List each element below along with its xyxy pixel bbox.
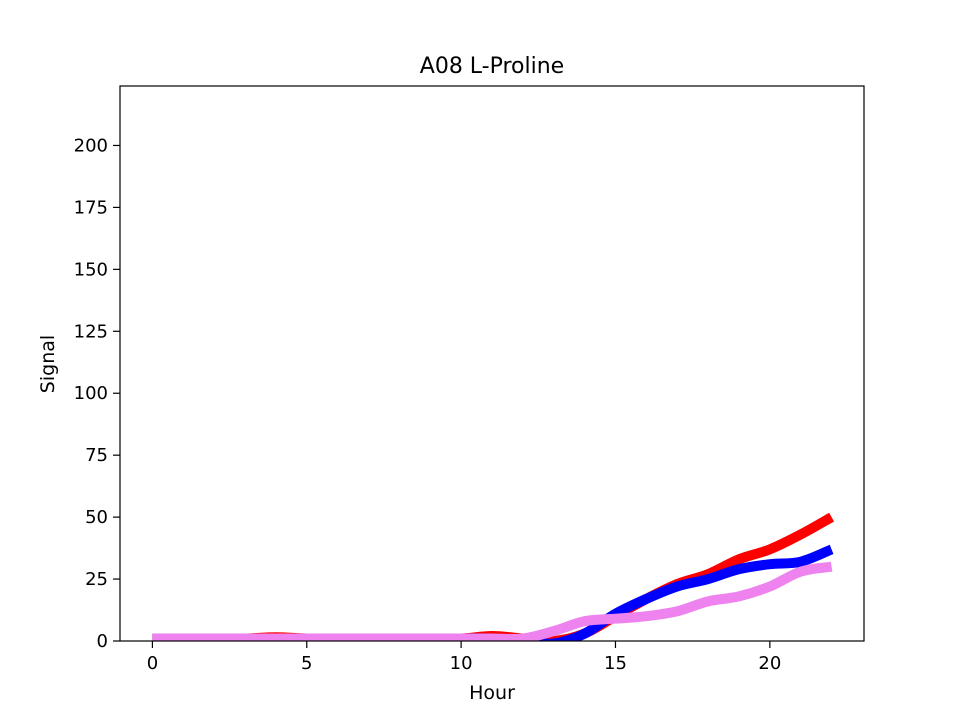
y-tick-label: 0 [97,631,108,652]
x-axis-label: Hour [469,682,515,704]
y-tick-label: 25 [85,569,108,590]
x-axis: 0 5 10 15 20 [147,641,781,674]
y-tick-label: 50 [85,507,108,528]
x-tick-label: 5 [301,653,312,674]
series-layer [152,512,835,641]
y-tick-label: 175 [74,197,108,218]
y-tick-label: 200 [74,135,108,156]
y-axis: 0 25 50 75 100 125 150 175 200 [74,135,120,652]
x-tick-label: 15 [604,653,627,674]
y-tick-label: 75 [85,445,108,466]
series-line-1 [152,512,835,641]
y-tick-label: 150 [74,259,108,280]
chart-title: A08 L-Proline [420,54,564,79]
y-tick-label: 125 [74,321,108,342]
y-axis-label: Signal [37,335,59,393]
series-line-3 [152,561,833,641]
x-tick-label: 20 [758,653,781,674]
y-tick-label: 100 [74,383,108,404]
x-tick-label: 10 [450,653,473,674]
plot-frame [119,85,865,642]
x-tick-label: 0 [147,653,158,674]
